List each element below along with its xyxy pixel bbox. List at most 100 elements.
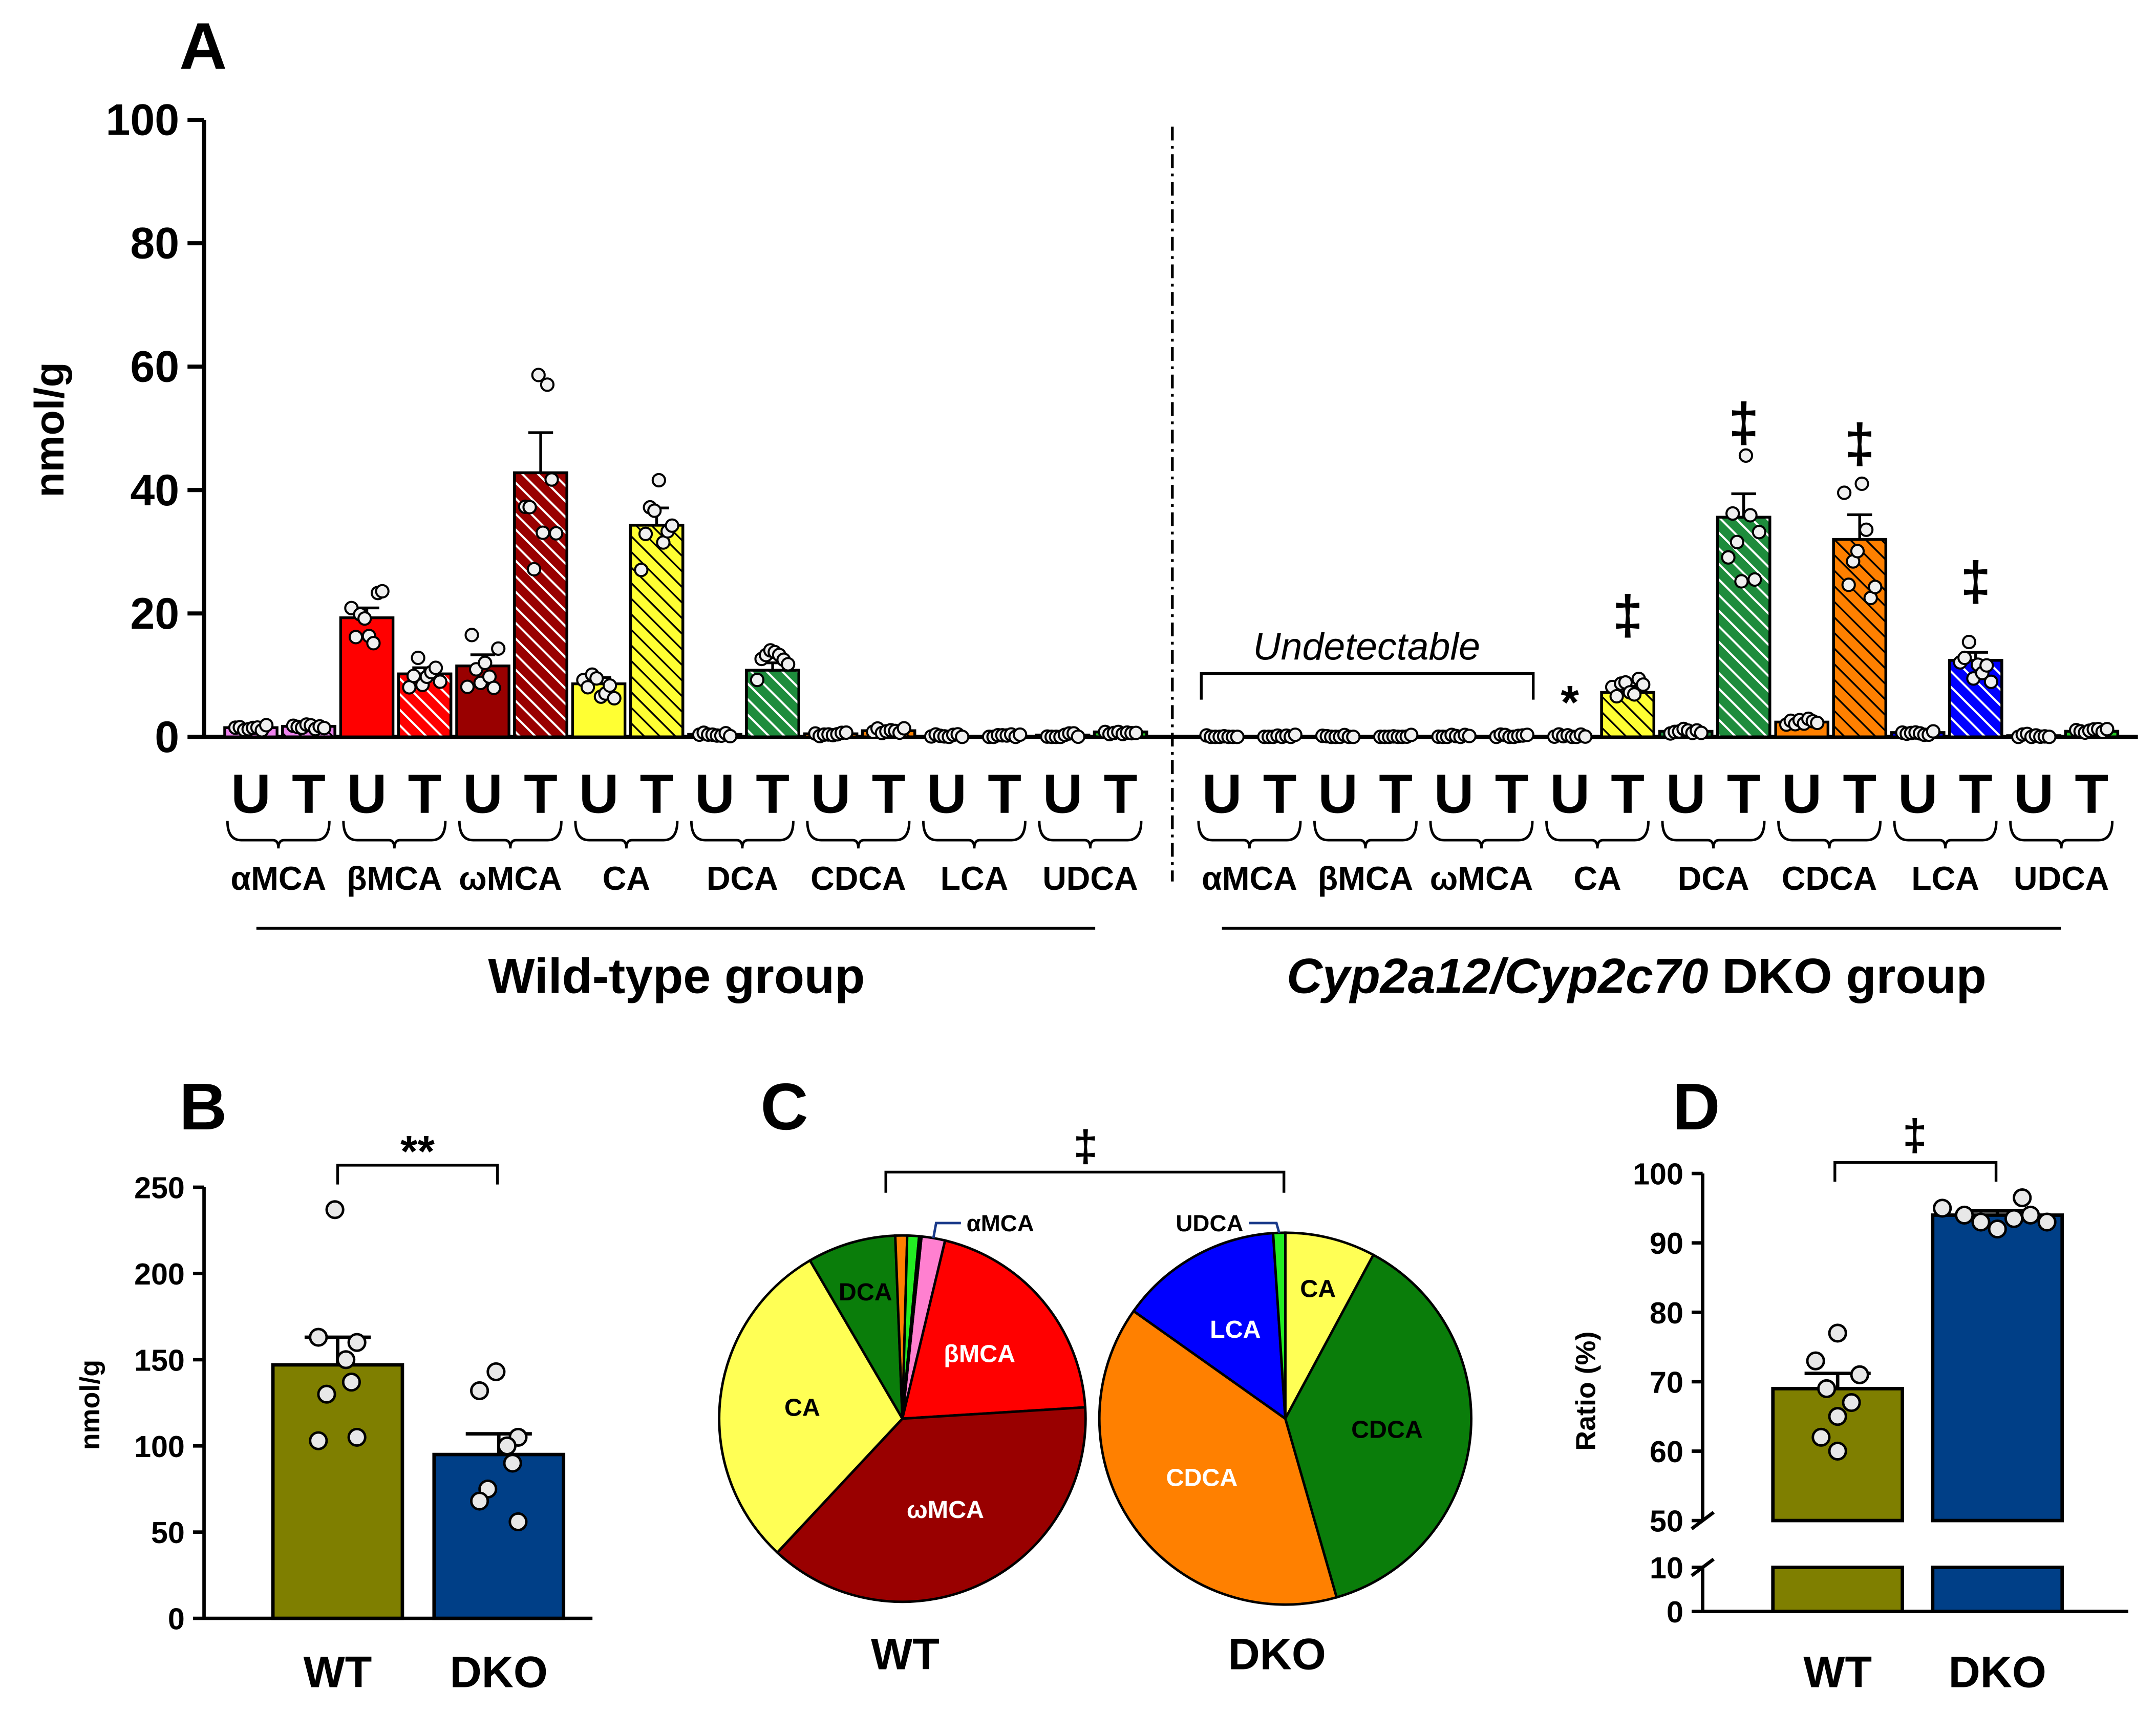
d-point-dko [1933, 1199, 1952, 1218]
b-point-wt [309, 1431, 328, 1450]
x-label-ca-u-wt: U [579, 763, 619, 824]
point-ca-t-wt [665, 518, 679, 533]
point-lca-t-dko [1983, 674, 1999, 689]
point-omegamca-u-wt [464, 628, 479, 643]
species-brace-ca-wt [574, 821, 679, 849]
point-dca-t-wt [750, 673, 765, 688]
pie-dko-label: DKO [1228, 1630, 1326, 1679]
b-y-tick-label: 200 [134, 1257, 185, 1291]
point-dca-t-dko [1730, 534, 1744, 549]
x-label-omegamca-u-wt: U [463, 763, 503, 824]
sig-marker-dca-t-dko: ‡ [1728, 392, 1759, 453]
point-ca-u-wt [580, 680, 595, 695]
point-omegamca-u-wt [486, 680, 501, 695]
point-ca-t-wt [634, 563, 649, 577]
pie-wt-label: WT [871, 1630, 940, 1679]
d-y-tick-label: 90 [1650, 1226, 1683, 1260]
point-betamca-u-wt [357, 611, 372, 626]
species-label-lca-wt: LCA [941, 860, 1009, 897]
x-label-alphamca-u-wt: U [231, 763, 271, 824]
d-y-tick-label: 50 [1650, 1504, 1683, 1538]
species-label-cdca-wt: CDCA [810, 860, 906, 897]
pie-wt-slice-dca [808, 1234, 904, 1420]
species-label-omegamca-wt: ωMCA [459, 860, 562, 897]
species-label-udca-wt: UDCA [1042, 860, 1138, 897]
sig-marker-ca-u-dko: * [1561, 676, 1579, 729]
d-bar-lower-dko [1931, 1566, 2064, 1613]
species-brace-omegamca-wt [458, 821, 563, 849]
point-ca-t-dko [1627, 687, 1642, 702]
point-omegamca-t-wt [536, 525, 550, 540]
point-dca-t-dko [1725, 506, 1740, 521]
d-y-tick-label: 100 [1633, 1157, 1683, 1191]
d-y-tick-label: 70 [1650, 1365, 1683, 1399]
point-betamca-t-wt [411, 650, 425, 666]
b-point-wt [336, 1350, 356, 1369]
pie-dko-slice-ca-label: CA [1300, 1275, 1336, 1303]
panel-c: C ‡ αMCA βMCA ωMCA CA DCA CA CDCA CDCA LCA UDCA W… [718, 1070, 1472, 1679]
point-dca-u-dko [1694, 725, 1709, 740]
point-cdca-t-dko [1859, 522, 1874, 537]
point-omegamca-t-wt [544, 472, 559, 487]
point-betamca-u-wt [348, 630, 364, 645]
pie-wt-slice-lca [901, 1235, 923, 1419]
point-lca-u-wt [955, 730, 970, 744]
pie-wt-slice-omegamca [775, 1406, 1087, 1603]
x-label-udca-t-wt: T [1104, 763, 1138, 824]
species-brace-alphamca-dko [1197, 821, 1302, 849]
d-point-wt [1828, 1441, 1847, 1461]
pie-wt-slice-alphamca-label: αMCA [967, 1210, 1034, 1236]
panel-a-bars: * ‡ ‡ ‡ ‡ [223, 368, 2120, 744]
species-label-cdca-dko: CDCA [1782, 860, 1877, 897]
point-udca-t-wt [1128, 725, 1143, 740]
point-udca-u-dko [2042, 730, 2057, 744]
b-point-wt [341, 1373, 361, 1392]
x-label-dca-u-dko: U [1666, 763, 1706, 824]
d-y-tick-label: 0 [1667, 1595, 1683, 1629]
point-dca-t-dko [1752, 525, 1766, 540]
x-label-omegamca-t-wt: T [524, 763, 558, 824]
x-label-cdca-t-dko: T [1843, 763, 1876, 824]
hatch-cdca-t-dko [1832, 538, 1888, 738]
species-label-dca-wt: DCA [707, 860, 778, 897]
hatch-ca-t-dko [1600, 691, 1655, 738]
d-point-dko [2004, 1209, 2024, 1228]
point-dca-t-dko [1721, 550, 1736, 565]
point-dca-t-wt [781, 657, 796, 672]
panel-c-letter: C [760, 1070, 808, 1144]
point-dca-t-dko [1747, 572, 1762, 587]
point-cdca-t-wt [896, 721, 911, 736]
point-betamca-u-wt [375, 584, 390, 598]
d-point-dko [1988, 1219, 2007, 1239]
hatch-ca-t-wt [629, 524, 685, 738]
point-cdca-t-dko [1850, 544, 1865, 559]
a-y-tick-label: 20 [130, 589, 179, 638]
d-point-wt [1817, 1379, 1837, 1398]
x-label-dca-t-wt: T [756, 763, 789, 824]
d-point-wt [1828, 1323, 1847, 1343]
b-bar-dko [432, 1452, 566, 1620]
x-label-betamca-u-wt: U [347, 763, 387, 824]
x-label-omegamca-t-dko: T [1495, 763, 1529, 824]
point-udca-t-dko [2100, 722, 2115, 737]
species-brace-ca-dko [1545, 821, 1650, 849]
point-omegamca-t-wt [540, 377, 555, 392]
d-bar-lower-wt [1771, 1566, 1904, 1613]
point-dca-t-dko [1738, 448, 1754, 463]
point-ca-u-wt [589, 671, 604, 686]
d-x-label-wt: WT [1803, 1648, 1872, 1697]
point-omegamca-t-wt [522, 500, 537, 515]
x-label-lca-t-wt: T [988, 763, 1021, 824]
d-point-dko [1971, 1212, 1991, 1232]
species-label-dca-dko: DCA [1678, 860, 1749, 897]
panel-a-letter: A [179, 10, 227, 83]
point-cdca-t-dko [1854, 476, 1869, 491]
pie-dko-slice-ca [1284, 1231, 1375, 1420]
point-omegamca-t-wt [531, 368, 546, 382]
species-brace-cdca-wt [806, 821, 911, 849]
species-brace-dca-dko [1661, 821, 1766, 849]
point-omegamca-t-wt [526, 562, 542, 576]
pie-dko-slice-cdca-unconjugated-label: CDCA [1351, 1416, 1423, 1443]
b-point-dko [503, 1453, 522, 1473]
